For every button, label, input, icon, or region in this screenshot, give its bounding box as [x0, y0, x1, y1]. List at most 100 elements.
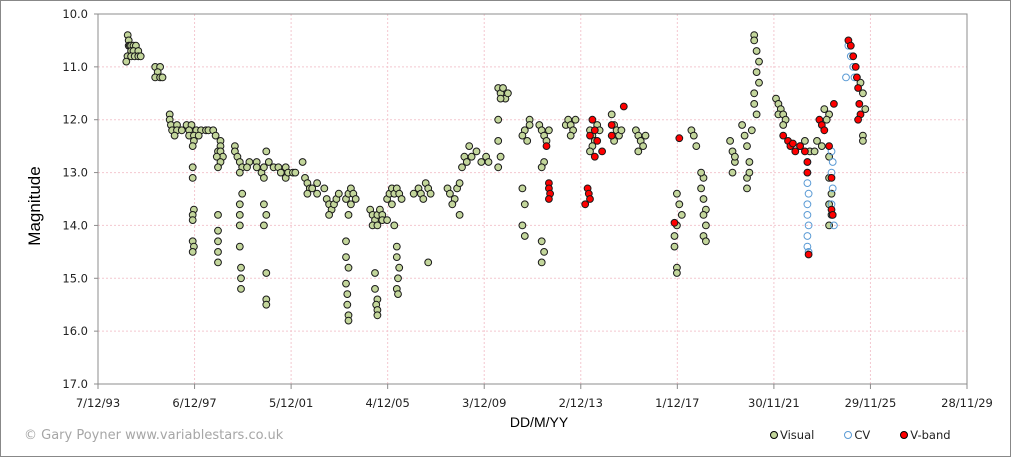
data-point	[859, 89, 867, 98]
data-point	[351, 195, 360, 203]
y-tick-label: 14.0	[62, 218, 88, 232]
data-point	[446, 189, 454, 198]
data-point	[211, 131, 220, 140]
data-point	[419, 195, 428, 203]
data-point	[214, 211, 222, 219]
data-point	[670, 242, 679, 251]
y-axis: 10.0 11.0 12.0 13.0 14.0 15.0 16.0 17.0	[62, 7, 98, 391]
data-point	[264, 158, 273, 166]
data-point	[796, 142, 804, 151]
data-point	[779, 131, 788, 140]
data-point	[813, 137, 821, 145]
data-point	[313, 189, 322, 198]
data-point	[188, 248, 197, 256]
x-tick-label: 30/11/21	[748, 396, 800, 410]
data-point	[214, 163, 222, 172]
data-point	[424, 258, 433, 267]
y-tick-label: 12.0	[62, 113, 88, 127]
data-point	[817, 142, 826, 151]
x-tick-label: 1/12/17	[655, 396, 699, 410]
data-point	[537, 163, 546, 172]
data-point	[260, 174, 268, 182]
x-tick-label: 3/12/09	[462, 396, 506, 410]
data-point	[854, 84, 862, 92]
visual-marker-icon	[770, 431, 778, 439]
data-point	[214, 248, 222, 256]
data-point	[675, 200, 684, 209]
data-point	[525, 121, 534, 129]
data-point	[738, 121, 746, 129]
data-point	[194, 131, 203, 140]
data-point	[750, 36, 759, 45]
data-point	[122, 57, 131, 66]
data-point	[303, 189, 312, 198]
data-point	[803, 232, 812, 240]
data-point	[243, 163, 251, 172]
x-tick-label: 29/11/25	[845, 396, 897, 410]
data-point	[820, 126, 829, 135]
data-point	[641, 131, 650, 140]
data-point	[699, 211, 708, 219]
data-point	[496, 94, 505, 103]
legend-label: Visual	[780, 428, 815, 442]
data-point	[673, 269, 681, 277]
data-point	[235, 200, 244, 209]
data-point	[851, 63, 860, 71]
data-point	[344, 211, 353, 219]
data-point	[752, 68, 761, 76]
y-tick-label: 17.0	[62, 377, 88, 391]
legend: Visual CV V-band	[770, 428, 981, 442]
data-point	[383, 216, 392, 225]
y-tick-label: 15.0	[62, 271, 88, 285]
data-point	[849, 52, 858, 61]
x-tick-label: 28/11/29	[941, 396, 993, 410]
data-point	[237, 274, 245, 283]
data-point	[803, 211, 812, 219]
data-point	[747, 126, 756, 135]
data-point	[212, 152, 221, 161]
data-point	[394, 274, 402, 283]
x-axis-title: DD/M/YY	[510, 414, 569, 430]
data-point	[855, 100, 864, 108]
data-point	[588, 115, 597, 124]
data-point	[752, 47, 761, 55]
data-point	[499, 84, 507, 92]
data-point	[745, 168, 754, 177]
x-tick-label: 2/12/13	[559, 396, 603, 410]
data-point	[743, 142, 751, 151]
data-point	[238, 189, 247, 198]
data-point	[344, 316, 353, 325]
data-point	[545, 195, 553, 203]
data-point	[634, 147, 643, 156]
credit-text: © Gary Poyner www.variablestars.co.uk	[24, 428, 284, 443]
data-point	[581, 200, 590, 209]
data-point	[320, 184, 329, 193]
data-point	[728, 168, 737, 177]
data-point	[235, 211, 244, 219]
plot-area	[97, 13, 968, 385]
data-point	[803, 200, 812, 209]
data-point	[260, 200, 268, 209]
data-point	[542, 142, 551, 151]
data-point	[566, 131, 575, 140]
data-point	[854, 115, 862, 124]
data-point	[334, 189, 343, 198]
data-point	[830, 221, 838, 230]
data-point	[188, 174, 197, 182]
data-point	[571, 115, 580, 124]
y-tick-label: 10.0	[62, 7, 88, 21]
data-point	[472, 147, 481, 156]
data-point	[426, 189, 435, 198]
data-point	[392, 253, 401, 262]
data-point	[675, 134, 684, 143]
x-tick-label: 7/12/93	[76, 396, 120, 410]
data-point	[504, 89, 512, 98]
data-point	[455, 211, 464, 219]
grid-lines	[98, 14, 967, 384]
data-point	[590, 126, 599, 135]
data-point	[861, 105, 870, 113]
data-point	[545, 126, 553, 135]
data-point	[344, 263, 353, 272]
data-point	[689, 131, 698, 140]
